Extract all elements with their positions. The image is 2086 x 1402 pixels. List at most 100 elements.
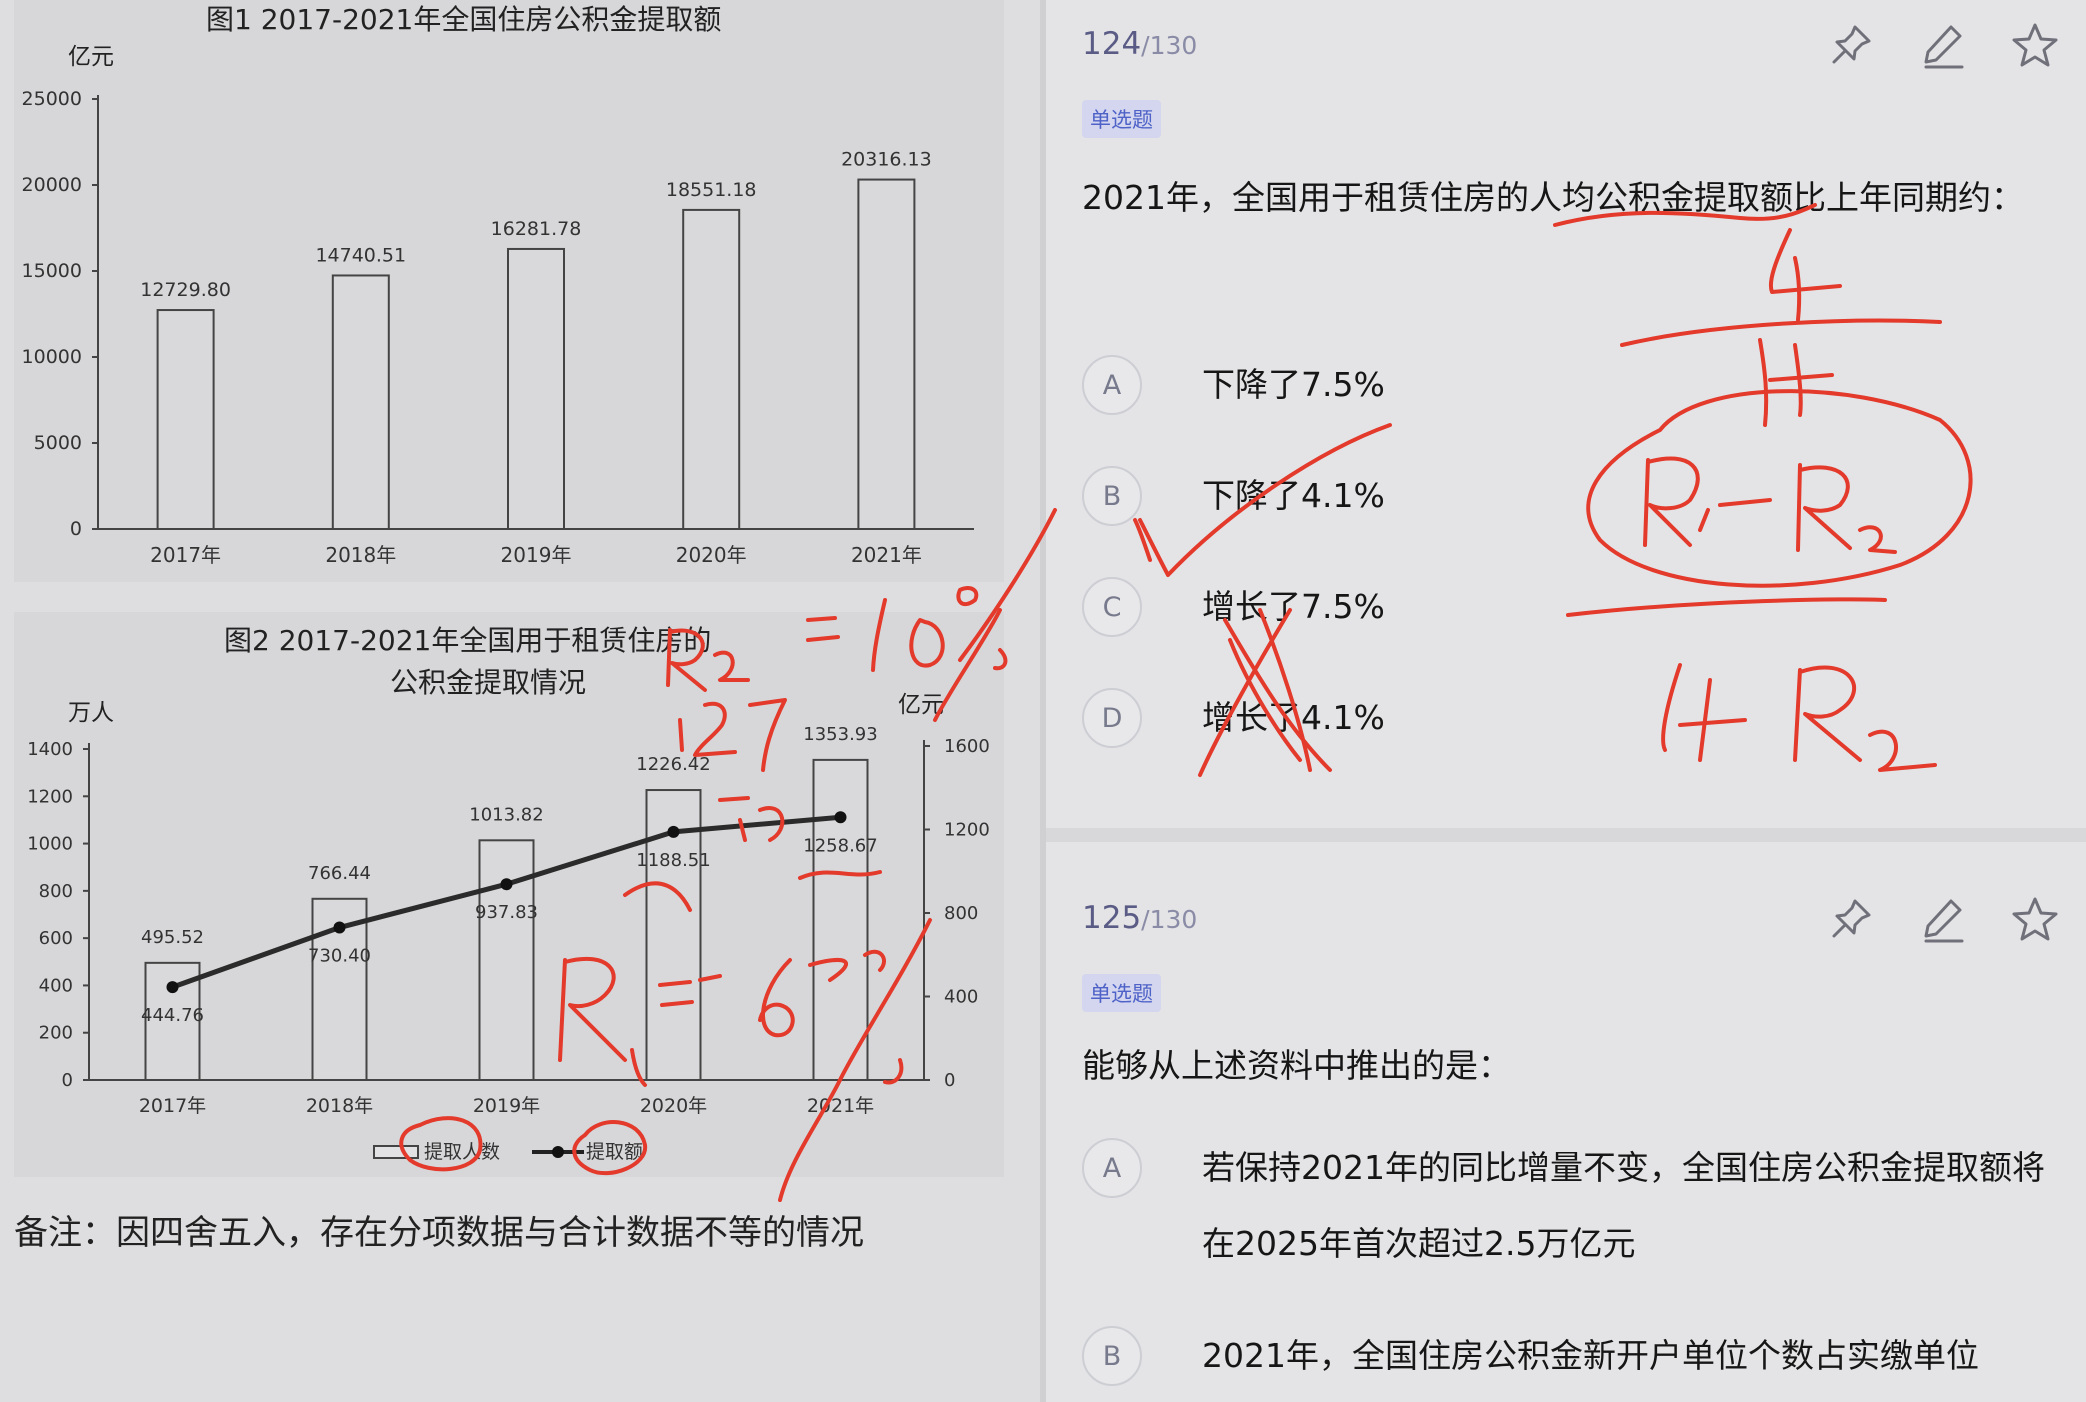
- question-total: /130: [1141, 905, 1198, 934]
- x-tick-label: 2018年: [325, 543, 396, 567]
- option-letter: A: [1082, 1138, 1142, 1198]
- legend-bar-swatch: [373, 1145, 419, 1159]
- y-tick-label: 20000: [22, 174, 82, 196]
- line-point: [166, 981, 179, 994]
- y-tick-label-left: 0: [62, 1070, 73, 1091]
- bar: [156, 309, 215, 531]
- edit-icon[interactable]: [1918, 20, 1968, 70]
- y-axis-label-left: 万人: [68, 700, 114, 726]
- question-counter: 125/130: [1082, 900, 1197, 936]
- bar: [331, 274, 390, 530]
- legend-bar-label: 提取人数: [424, 1141, 500, 1163]
- chart-card-withdrawal-amount: 图1 2017-2021年全国住房公积金提取额亿元 0 5000 10000 15000…: [14, 0, 1004, 582]
- option-text: 下降了4.1%: [1202, 476, 1385, 515]
- option-a[interactable]: A 若保持2021年的同比增量不变，全国住房公积金提取额将在2025年首次超过2…: [1082, 1138, 2062, 1282]
- x-tick-label: 2018年: [306, 1095, 373, 1117]
- bar-value-label: 1353.93: [803, 724, 877, 745]
- star-icon[interactable]: [2010, 20, 2060, 70]
- bar-value-label: 16281.78: [491, 218, 582, 240]
- option-a[interactable]: A 下降了7.5%: [1082, 355, 2062, 423]
- option-letter: B: [1082, 1326, 1142, 1386]
- question-toolbar: [1826, 894, 2060, 944]
- question-card-124: 124/130 单选题 2021年，全国用于租赁住房的人均公积金提取额比上年同期…: [1046, 0, 2086, 828]
- bar-value-label: 20316.13: [841, 149, 932, 171]
- question-card-125: 125/130 单选题 能够从上述资料中推出的是： A 若保持2021年的同比增…: [1046, 842, 2086, 1402]
- question-stem: 能够从上述资料中推出的是：: [1082, 1046, 1511, 1085]
- x-tick-label: 2019年: [473, 1095, 540, 1117]
- y-tick-label-right: 400: [944, 987, 978, 1008]
- option-letter: C: [1082, 577, 1142, 637]
- pin-icon[interactable]: [1826, 20, 1876, 70]
- option-c[interactable]: C 增长了7.5%: [1082, 577, 2062, 645]
- y-tick-label-left: 1000: [27, 834, 73, 855]
- question-stem: 2021年，全国用于租赁住房的人均公积金提取额比上年同期约：: [1082, 178, 2024, 217]
- line-value-label: 937.83: [475, 902, 538, 923]
- question-counter: 124/130: [1082, 26, 1197, 62]
- bar-value-label: 12729.80: [140, 279, 231, 301]
- x-tick-label: 2019年: [501, 543, 572, 567]
- option-d[interactable]: D 增长了4.1%: [1082, 688, 2062, 756]
- question-total: /130: [1141, 31, 1198, 60]
- question-type-badge: 单选题: [1082, 974, 1161, 1012]
- chart-title-line2: 公积金提取情况: [390, 666, 586, 699]
- chart-title: 图1 2017-2021年全国住房公积金提取额: [206, 3, 721, 36]
- question-panel: 124/130 单选题 2021年，全国用于租赁住房的人均公积金提取额比上年同期…: [1046, 0, 2086, 1402]
- x-tick-label: 2017年: [150, 543, 221, 567]
- y-tick-label: 5000: [34, 432, 82, 454]
- y-tick-label-left: 400: [39, 975, 73, 996]
- y-tick-label-right: 1200: [944, 820, 990, 841]
- option-text: 增长了7.5%: [1202, 587, 1385, 626]
- line-point: [667, 825, 680, 838]
- question-number: 124: [1082, 26, 1142, 62]
- bar-value-label: 766.44: [308, 863, 371, 884]
- x-tick-label: 2017年: [139, 1095, 206, 1117]
- y-axis-label: 亿元: [68, 44, 114, 70]
- option-b[interactable]: B 2021年，全国住房公积金新开户单位个数占实缴单位: [1082, 1326, 2062, 1394]
- y-tick-label: 25000: [22, 88, 82, 110]
- line-value-label: 1258.67: [803, 835, 877, 856]
- bar: [507, 247, 565, 531]
- bar: [682, 208, 741, 530]
- line-value-label: 1188.51: [636, 850, 710, 871]
- y-tick-label-left: 800: [39, 881, 73, 902]
- x-tick-label: 2020年: [676, 543, 747, 567]
- chart-title-line1: 图2 2017-2021年全国用于租赁住房的: [224, 624, 711, 657]
- y-tick-label-right: 0: [944, 1070, 955, 1091]
- x-tick-label: 2021年: [851, 543, 922, 567]
- y-tick-label-left: 600: [39, 928, 73, 949]
- y-tick-label-left: 1400: [27, 739, 73, 760]
- question-number: 125: [1082, 900, 1142, 936]
- edit-icon[interactable]: [1918, 894, 1968, 944]
- y-tick-label: 0: [70, 518, 82, 540]
- x-tick-label: 2020年: [640, 1095, 707, 1117]
- x-tick-label: 2021年: [807, 1095, 874, 1117]
- option-b[interactable]: B 下降了4.1%: [1082, 466, 2062, 534]
- y-tick-label-right: 800: [944, 903, 978, 924]
- y-tick-label: 10000: [22, 346, 82, 368]
- pin-icon[interactable]: [1826, 894, 1876, 944]
- option-text: 2021年，全国住房公积金新开户单位个数占实缴单位: [1202, 1336, 1979, 1375]
- option-letter: D: [1082, 688, 1142, 748]
- panel-divider[interactable]: [1040, 0, 1046, 1402]
- y-tick-label-left: 1200: [27, 786, 73, 807]
- option-letter: A: [1082, 355, 1142, 415]
- option-text: 增长了4.1%: [1202, 698, 1385, 737]
- bar-value-label: 1013.82: [469, 804, 543, 825]
- y-tick-label-right: 1600: [944, 736, 990, 757]
- y-tick-label: 15000: [22, 260, 82, 282]
- question-toolbar: [1826, 20, 2060, 70]
- question-type-badge: 单选题: [1082, 100, 1161, 138]
- legend-line-label: 提取额: [586, 1141, 643, 1163]
- option-text: 若保持2021年的同比增量不变，全国住房公积金提取额将在2025年首次超过2.5…: [1202, 1148, 2045, 1263]
- option-text: 下降了7.5%: [1202, 365, 1385, 404]
- y-axis-label-right: 亿元: [898, 692, 944, 718]
- chart-card-rental-withdrawal: 图2 2017-2021年全国用于租赁住房的公积金提取情况万人 亿元 0 200 400…: [14, 612, 1004, 1177]
- line-value-label: 730.40: [308, 946, 371, 967]
- line-point: [834, 811, 847, 824]
- star-icon[interactable]: [2010, 894, 2060, 944]
- y-tick-label-left: 200: [39, 1023, 73, 1044]
- question-separator: [1046, 828, 2086, 842]
- bar: [857, 178, 916, 530]
